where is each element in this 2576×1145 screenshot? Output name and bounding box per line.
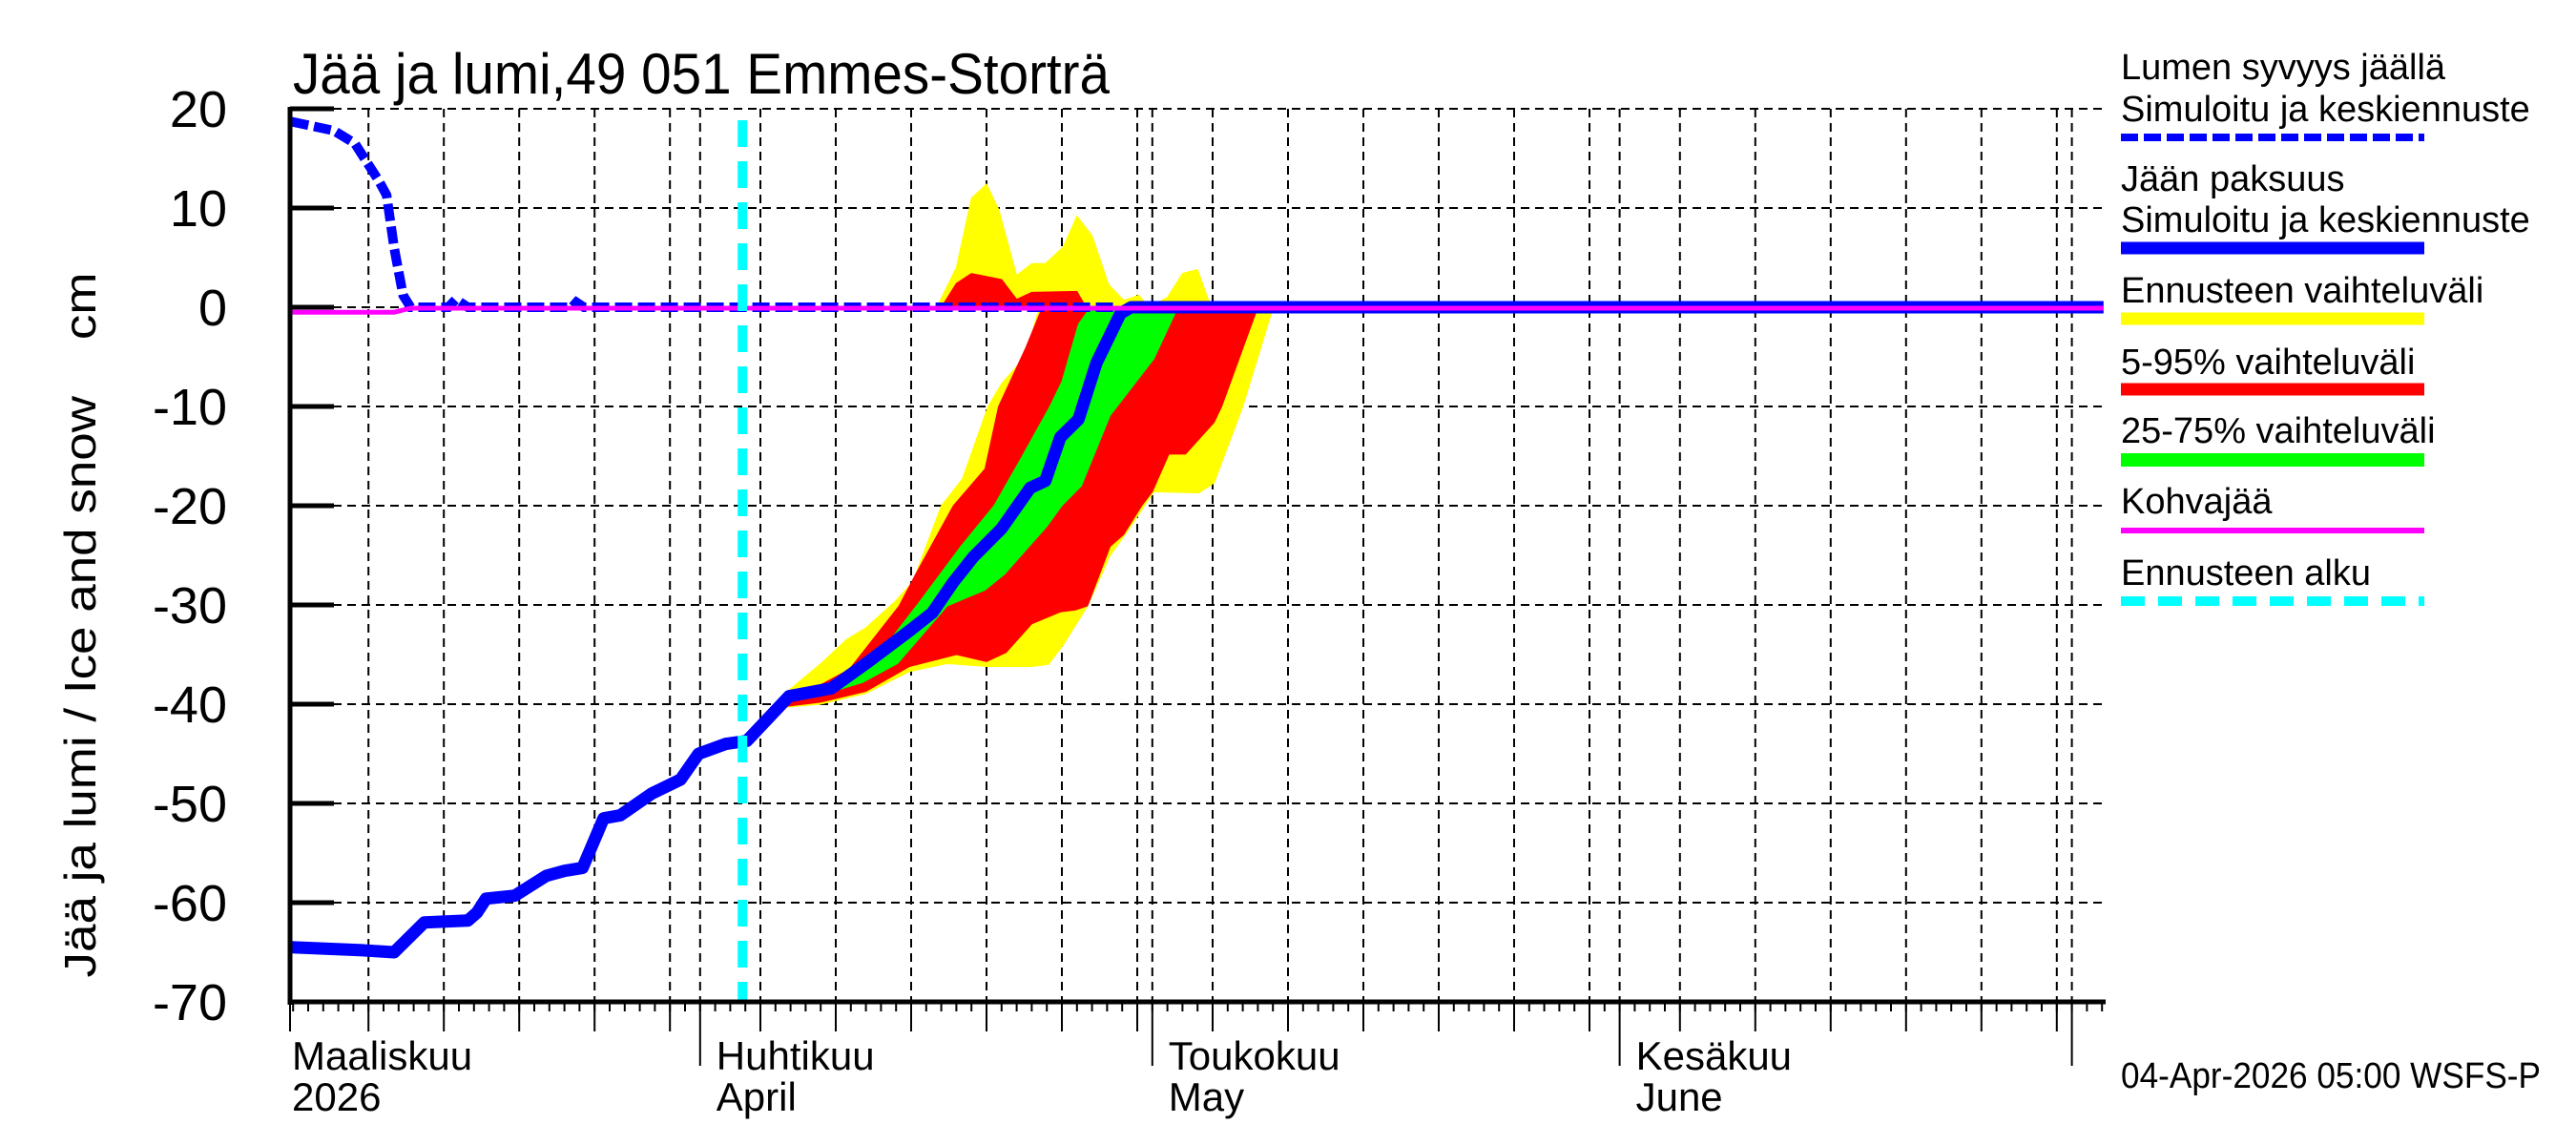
- legend-label: Ennusteen alku: [2121, 553, 2371, 593]
- chart-title: Jää ja lumi,49 051 Emmes-Storträ: [293, 42, 1111, 106]
- month-label-fi: Toukokuu: [1169, 1033, 1340, 1078]
- month-label-en: May: [1169, 1074, 1244, 1119]
- legend-sublabel: Simuloitu ja keskiennuste: [2121, 200, 2530, 240]
- month-label-en: June: [1636, 1074, 1723, 1119]
- ice-thickness-line: [291, 301, 2104, 959]
- y-axis-label: Jää ja lumi / Ice and snow cm: [55, 273, 105, 978]
- y-tick-label: -20: [153, 478, 227, 535]
- legend-item: Ennusteen vaihteluväli: [2121, 271, 2483, 325]
- y-tick-label: -50: [153, 776, 227, 833]
- legend-label: Jään paksuus: [2121, 159, 2345, 199]
- y-tick-label: -70: [153, 974, 227, 1031]
- y-tick-label: 20: [170, 81, 227, 138]
- data-lines: [290, 116, 2104, 959]
- band-25-75-vaihteluv-li: [840, 306, 1179, 691]
- month-label-fi: Kesäkuu: [1636, 1033, 1792, 1078]
- y-tick-label: -30: [153, 577, 227, 635]
- band-5-95-vaihteluv-li: [940, 273, 1088, 308]
- legend-label: 5-95% vaihteluväli: [2121, 343, 2415, 383]
- slush-ice-line: [291, 305, 2104, 315]
- legend-item: 5-95% vaihteluväli: [2121, 343, 2424, 396]
- y-tick-label: -40: [153, 677, 227, 734]
- y-tick-label: 10: [170, 180, 227, 238]
- month-label-en: April: [717, 1074, 797, 1119]
- legend-item: 25-75% vaihteluväli: [2121, 411, 2436, 467]
- axes: [287, 106, 2106, 1066]
- legend-item: Kohvajää: [2121, 482, 2424, 533]
- legend-sublabel: Simuloitu ja keskiennuste: [2121, 90, 2530, 130]
- y-tick-label: 0: [198, 280, 227, 337]
- legend-label: 25-75% vaihteluväli: [2121, 411, 2436, 451]
- legend-label: Ennusteen vaihteluväli: [2121, 271, 2483, 311]
- y-tick-labels: 20 10 0 -10 -20 -30 -40 -50 -60 -70: [153, 81, 227, 1031]
- month-label-fi: Maaliskuu: [292, 1033, 472, 1078]
- legend-item: Ennusteen alku: [2121, 553, 2424, 606]
- band-ennusteen-vaihteluv-li: [936, 183, 1213, 308]
- month-label-fi: Huhtikuu: [717, 1033, 875, 1078]
- legend-label: Lumen syvyys jäällä: [2121, 48, 2446, 88]
- legend-label: Kohvajää: [2121, 482, 2273, 522]
- y-tick-label: -60: [153, 875, 227, 932]
- y-tick-label: -10: [153, 379, 227, 436]
- month-label-en: 2026: [292, 1074, 381, 1119]
- footer-timestamp: 04-Apr-2026 05:00 WSFS-P: [2121, 1056, 2541, 1096]
